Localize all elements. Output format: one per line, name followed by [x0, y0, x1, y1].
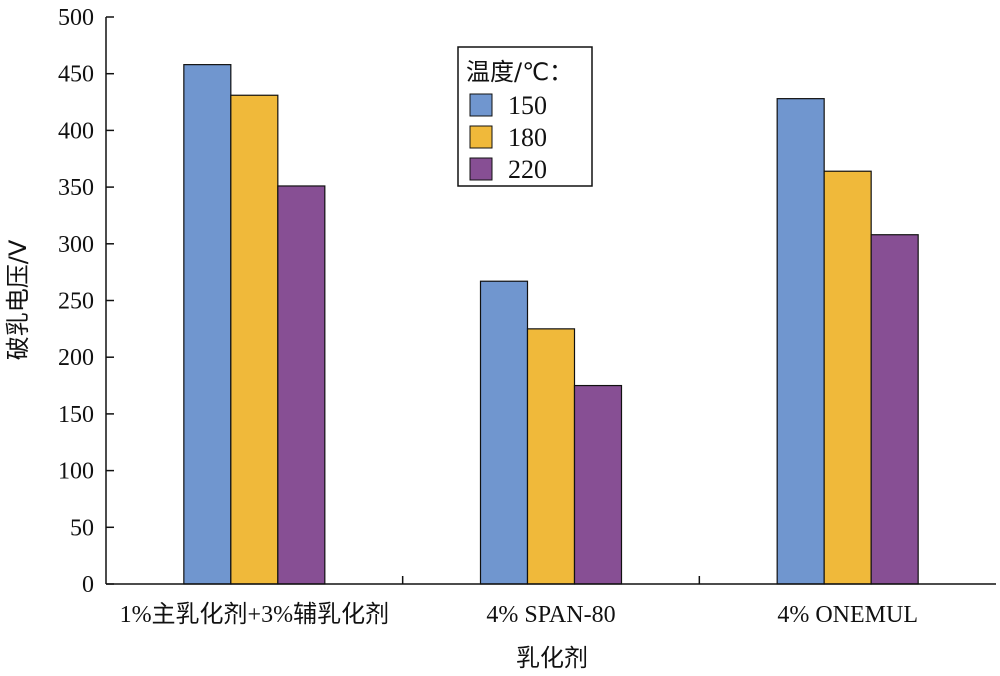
legend-label-220: 220: [508, 155, 547, 184]
y-axis-title: 破乳电压/V: [4, 239, 32, 360]
legend-title: 温度/℃：: [466, 58, 573, 86]
y-tick-label: 350: [58, 175, 94, 201]
x-axis-title: 乳化剂: [516, 644, 588, 672]
ticks-layer: 0 50 100 150 200 250 300 350 400 450 500 1%主乳化剂+3%辅…: [58, 5, 918, 628]
y-tick-label: 500: [58, 5, 94, 31]
x-tick-label: 1%主乳化剂+3%辅乳化剂: [120, 601, 390, 628]
y-tick-label: 50: [70, 515, 94, 541]
bar-1-series-150: [183, 64, 232, 585]
y-tick-label: 450: [58, 62, 94, 88]
bar-3-series-150: [776, 98, 825, 585]
y-tick-label: 250: [58, 289, 94, 315]
bar-1-series-220: [277, 185, 326, 585]
legend: 温度/℃： 150 180 220: [457, 46, 593, 187]
legend-swatch-150: [469, 93, 493, 117]
bar-2-series-150: [479, 280, 529, 585]
y-tick-label: 400: [58, 118, 94, 144]
legend-label-180: 180: [508, 123, 547, 152]
y-tick-label: 100: [58, 459, 94, 485]
x-tick-label: 4% ONEMUL: [777, 602, 918, 628]
y-tick-label: 0: [82, 572, 94, 598]
legend-swatch-180: [469, 125, 493, 149]
y-tick-label: 200: [58, 345, 94, 371]
x-tick-label: 4% SPAN-80: [486, 602, 615, 628]
bars-layer: [183, 64, 919, 585]
bar-1-series-180: [230, 94, 279, 585]
bar-3-series-220: [870, 234, 919, 585]
legend-label-150: 150: [508, 91, 547, 120]
y-tick-label: 150: [58, 402, 94, 428]
bar-2-series-220: [573, 384, 623, 585]
y-tick-label: 300: [58, 232, 94, 258]
legend-swatch-220: [469, 157, 493, 181]
bar-2-series-180: [526, 328, 576, 585]
bar-3-series-180: [823, 170, 872, 585]
